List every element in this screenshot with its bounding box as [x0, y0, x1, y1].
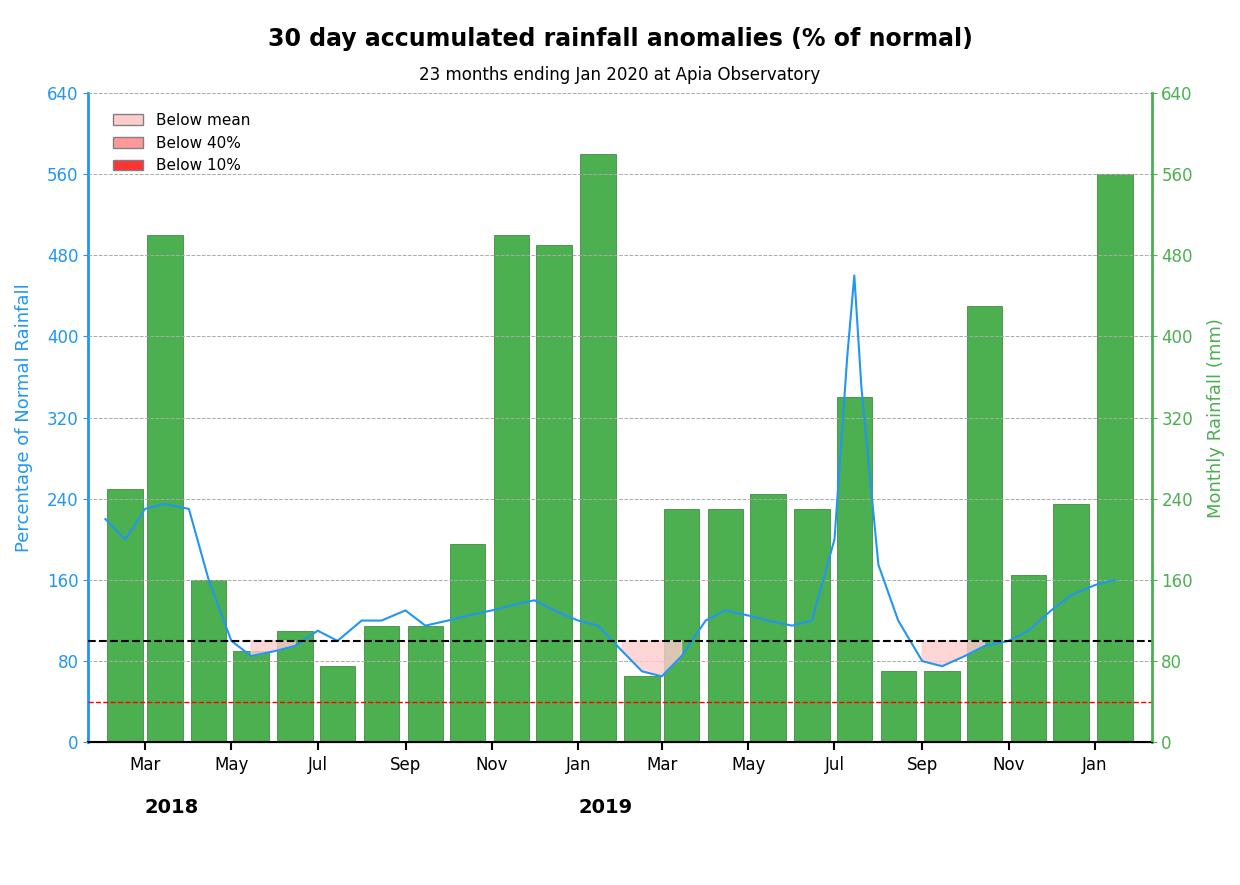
Bar [148, 235, 182, 743]
Bar [494, 235, 529, 743]
Bar [408, 626, 443, 743]
Bar [278, 631, 312, 743]
Bar [750, 494, 786, 743]
Bar [924, 672, 960, 743]
Bar [580, 154, 616, 743]
Bar [108, 489, 143, 743]
Bar [1011, 575, 1047, 743]
Bar [320, 666, 355, 743]
Bar [624, 676, 660, 743]
Bar [191, 580, 227, 743]
Bar [837, 397, 872, 743]
Bar [537, 245, 572, 743]
Bar [1097, 174, 1132, 743]
Text: 30 day accumulated rainfall anomalies (% of normal): 30 day accumulated rainfall anomalies (%… [268, 27, 972, 50]
Bar [967, 306, 1002, 743]
Text: 2019: 2019 [578, 798, 632, 817]
Bar [663, 509, 699, 743]
Bar [1053, 504, 1089, 743]
Text: 2018: 2018 [145, 798, 200, 817]
Text: 23 months ending Jan 2020 at Apia Observatory: 23 months ending Jan 2020 at Apia Observ… [419, 66, 821, 84]
Y-axis label: Percentage of Normal Rainfall: Percentage of Normal Rainfall [15, 283, 33, 552]
Bar [363, 626, 399, 743]
Bar [880, 672, 916, 743]
Y-axis label: Monthly Rainfall (mm): Monthly Rainfall (mm) [1207, 318, 1225, 518]
Bar [708, 509, 743, 743]
Legend: Below mean, Below 40%, Below 10%: Below mean, Below 40%, Below 10% [107, 107, 255, 180]
Bar [233, 651, 269, 743]
Bar [450, 544, 486, 743]
Bar [794, 509, 830, 743]
